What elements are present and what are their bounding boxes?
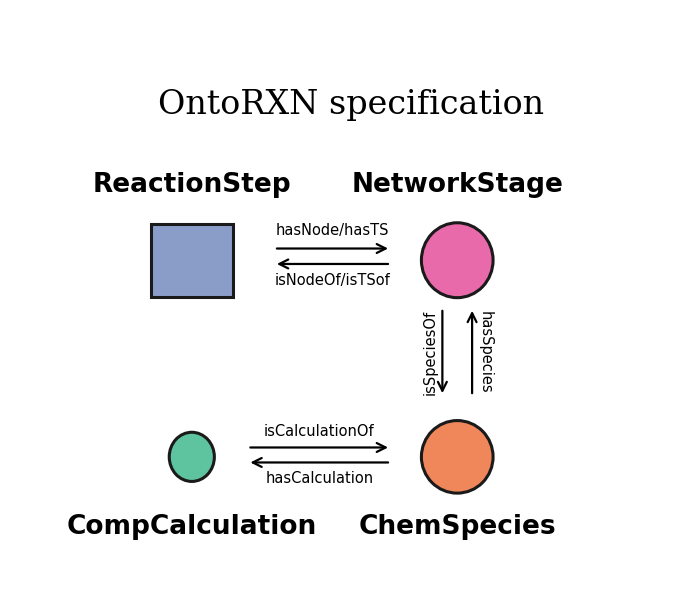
Text: isCalculationOf: isCalculationOf [264,424,375,439]
Text: hasSpecies: hasSpecies [477,311,493,393]
Ellipse shape [421,421,493,493]
Ellipse shape [421,223,493,298]
Text: hasNode/hasTS: hasNode/hasTS [276,223,389,238]
Text: OntoRXN specification: OntoRXN specification [158,89,544,122]
Text: NetworkStage: NetworkStage [351,172,563,198]
Ellipse shape [169,432,214,482]
Text: hasCalculation: hasCalculation [265,471,373,486]
Text: CompCalculation: CompCalculation [66,514,317,540]
Bar [151,224,233,297]
Text: ChemSpecies: ChemSpecies [358,514,556,540]
Text: isSpeciesOf: isSpeciesOf [422,309,437,395]
Text: ReactionStep: ReactionStep [92,172,291,198]
Text: isNodeOf/isTSof: isNodeOf/isTSof [275,274,390,288]
